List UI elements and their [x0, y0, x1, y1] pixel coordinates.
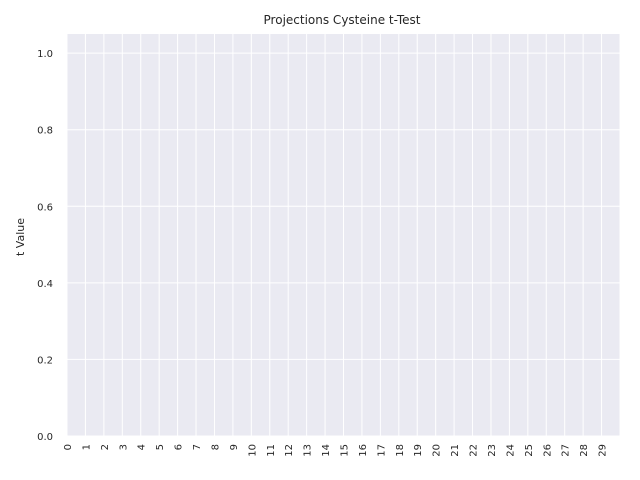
x-tick-label: 3 [118, 444, 129, 450]
x-tick-label: 7 [192, 444, 203, 450]
x-tick-label: 20 [432, 444, 443, 457]
x-tick-label: 1 [81, 444, 92, 450]
y-tick-label: 0.4 [37, 279, 53, 290]
vertical-gridlines [66, 34, 621, 436]
x-tick-label: 29 [598, 444, 609, 457]
chart-title: Projections Cysteine t-Test [264, 13, 421, 27]
x-tick-labels: 0 1 2 3 4 5 6 7 8 9 10 11 12 13 14 15 16 17 18 19 20 21 22 23 24… [63, 444, 609, 457]
x-tick-label: 15 [340, 444, 351, 457]
x-tick-label: 2 [100, 444, 111, 450]
x-tick-label: 28 [579, 444, 590, 457]
y-tick-label: 1.0 [37, 49, 53, 60]
x-tick-label: 9 [229, 444, 240, 450]
y-axis-label: t Value [14, 218, 27, 256]
x-tick-label: 0 [63, 444, 74, 450]
x-tick-label: 12 [284, 444, 295, 457]
x-tick-label: 18 [395, 444, 406, 457]
x-tick-label: 23 [487, 444, 498, 457]
x-tick-label: 10 [247, 444, 258, 457]
x-tick-label: 14 [321, 444, 332, 457]
x-tick-label: 8 [210, 444, 221, 450]
x-tick-label: 24 [505, 444, 516, 457]
y-tick-label: 0.2 [37, 355, 53, 366]
y-tick-label: 0.8 [37, 126, 53, 137]
y-tick-labels: 0.0 0.2 0.4 0.6 0.8 1.0 [37, 49, 53, 443]
x-tick-label: 6 [174, 444, 185, 450]
x-tick-label: 21 [450, 444, 461, 457]
x-tick-label: 26 [542, 444, 553, 457]
x-tick-label: 22 [469, 444, 480, 457]
x-tick-label: 5 [155, 444, 166, 450]
x-tick-label: 13 [303, 444, 314, 457]
x-tick-label: 16 [358, 444, 369, 457]
x-tick-label: 4 [137, 444, 148, 450]
x-tick-label: 27 [561, 444, 572, 457]
x-tick-label: 17 [376, 444, 387, 457]
x-tick-label: 25 [524, 444, 535, 457]
y-tick-label: 0.0 [37, 432, 53, 443]
x-tick-label: 11 [266, 444, 277, 457]
x-tick-label: 19 [413, 444, 424, 457]
y-tick-label: 0.6 [37, 202, 53, 213]
